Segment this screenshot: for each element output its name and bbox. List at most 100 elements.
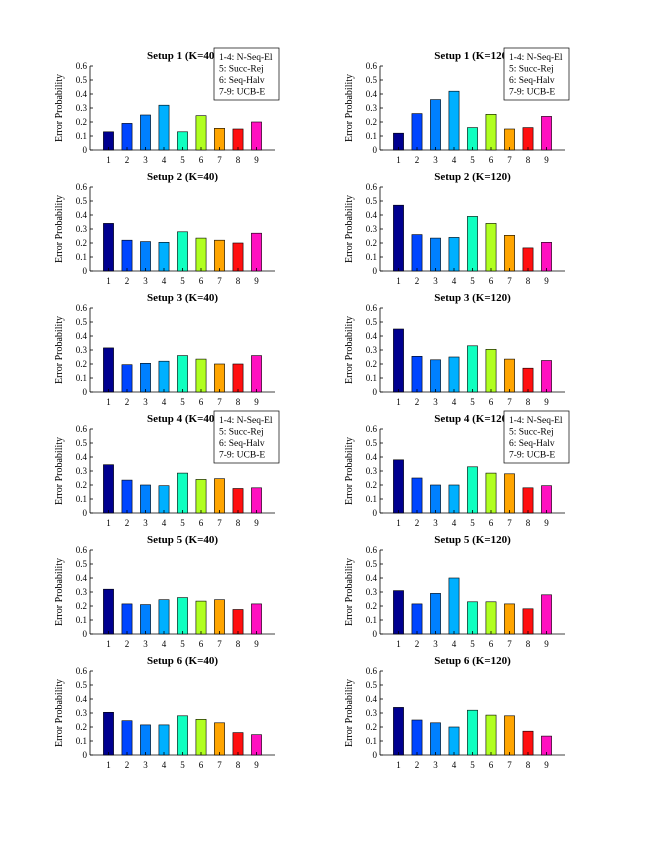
bar-6 <box>485 223 497 272</box>
bar-6 <box>485 472 497 514</box>
bar-6 <box>485 348 497 393</box>
x-tick-label: 2 <box>125 397 130 407</box>
subplot-title: Setup 6 (K=40) <box>147 655 218 667</box>
x-tick-label: 4 <box>452 760 457 770</box>
subplot-3: Setup 2 (K=40) Error Probability 0 0.1 0.2 0.… <box>54 171 275 286</box>
x-tick-label: 8 <box>236 639 241 649</box>
x-tick-label: 2 <box>415 639 420 649</box>
x-tick-label: 9 <box>254 397 259 407</box>
y-tick-label: 0.2 <box>76 480 87 490</box>
x-tick-label: 9 <box>544 639 549 649</box>
subplot-1: Setup 1 (K=40) Error Probability 0 0.1 0.2 0.… <box>54 47 280 165</box>
x-tick-label: 3 <box>433 639 438 649</box>
x-tick-label: 7 <box>217 760 222 770</box>
x-tick-label: 4 <box>162 276 167 286</box>
y-tick-label: 0.6 <box>76 666 88 676</box>
subplot-title: Setup 3 (K=40) <box>147 292 218 304</box>
y-tick-label: 0 <box>373 629 378 639</box>
subplot-6: Setup 3 (K=120) Error Probability 0 0.1 0.2 0… <box>344 292 565 407</box>
y-tick-label: 0.1 <box>366 252 377 262</box>
y-tick-label: 0.2 <box>76 238 87 248</box>
bar-8 <box>522 730 534 756</box>
legend-box <box>503 410 570 464</box>
x-tick-label: 8 <box>236 397 241 407</box>
bar-1 <box>393 204 404 272</box>
x-tick-label: 1 <box>396 155 401 165</box>
y-tick-label: 0 <box>83 266 88 276</box>
y-tick-label: 0.2 <box>76 117 87 127</box>
y-tick-label: 0.4 <box>76 573 88 583</box>
bar-7 <box>504 603 515 635</box>
x-tick-label: 2 <box>415 397 420 407</box>
x-tick-label: 5 <box>180 155 185 165</box>
y-tick-label: 0.4 <box>366 331 378 341</box>
y-tick-label: 0.3 <box>366 466 378 476</box>
x-tick-label: 7 <box>217 639 222 649</box>
legend-entry: 7-9: UCB-E <box>219 88 265 98</box>
y-tick-label: 0 <box>373 750 378 760</box>
bar-3 <box>140 484 151 514</box>
y-tick-label: 0.1 <box>366 615 377 625</box>
x-tick-label: 4 <box>452 639 457 649</box>
x-tick-label: 8 <box>236 760 241 770</box>
bar-8 <box>232 732 244 756</box>
x-tick-label: 1 <box>396 760 401 770</box>
legend-entry: 6: Seq-Halv <box>219 439 265 449</box>
bar-7 <box>214 363 225 393</box>
y-tick-label: 0.2 <box>366 238 377 248</box>
x-tick-label: 6 <box>489 276 494 286</box>
bar-8 <box>232 609 244 635</box>
x-tick-label: 3 <box>433 397 438 407</box>
y-tick-label: 0.5 <box>76 317 88 327</box>
x-tick-label: 4 <box>452 518 457 528</box>
bar-1 <box>103 464 114 514</box>
bar-5 <box>467 127 478 151</box>
x-tick-label: 2 <box>125 639 130 649</box>
bar-3 <box>140 604 151 635</box>
x-tick-label: 4 <box>162 518 167 528</box>
y-tick-label: 0.5 <box>366 559 378 569</box>
bar-4 <box>158 724 170 756</box>
bar-1 <box>393 459 404 514</box>
x-tick-label: 9 <box>544 276 549 286</box>
x-tick-label: 8 <box>236 155 241 165</box>
bar-6 <box>195 237 207 272</box>
y-tick-label: 0.4 <box>366 573 378 583</box>
legend-entry: 1-4: N-Seq-El <box>509 416 563 426</box>
bar-2 <box>121 239 133 272</box>
legend-entry: 6: Seq-Halv <box>219 76 265 86</box>
bar-5 <box>177 231 188 272</box>
bar-3 <box>430 359 441 393</box>
y-tick-label: 0 <box>83 387 88 397</box>
bar-7 <box>504 358 515 393</box>
bar-5 <box>467 216 478 272</box>
bar-2 <box>121 123 133 151</box>
y-tick-label: 0.1 <box>366 131 377 141</box>
x-tick-label: 3 <box>433 760 438 770</box>
subplot-title: Setup 3 (K=120) <box>434 292 511 304</box>
y-tick-label: 0 <box>373 266 378 276</box>
x-tick-label: 1 <box>396 639 401 649</box>
bar-3 <box>140 724 151 756</box>
bar-5 <box>467 601 478 635</box>
y-tick-label: 0.6 <box>366 666 378 676</box>
x-tick-label: 3 <box>433 155 438 165</box>
x-tick-label: 1 <box>106 760 111 770</box>
y-tick-label: 0.1 <box>366 494 377 504</box>
x-tick-label: 6 <box>199 155 204 165</box>
y-tick-label: 0 <box>373 387 378 397</box>
bar-8 <box>522 127 534 151</box>
y-tick-label: 0.2 <box>366 601 377 611</box>
bar-7 <box>504 473 515 514</box>
x-tick-label: 5 <box>180 518 185 528</box>
subplot-title: Setup 4 (K=120) <box>434 413 511 425</box>
legend-entry: 5: Succ-Rej <box>219 65 264 75</box>
bar-8 <box>522 608 534 635</box>
x-tick-label: 5 <box>180 760 185 770</box>
x-tick-label: 4 <box>452 397 457 407</box>
y-tick-label: 0.3 <box>366 345 378 355</box>
y-tick-label: 0.3 <box>366 103 378 113</box>
x-tick-label: 1 <box>106 639 111 649</box>
x-tick-label: 4 <box>452 276 457 286</box>
